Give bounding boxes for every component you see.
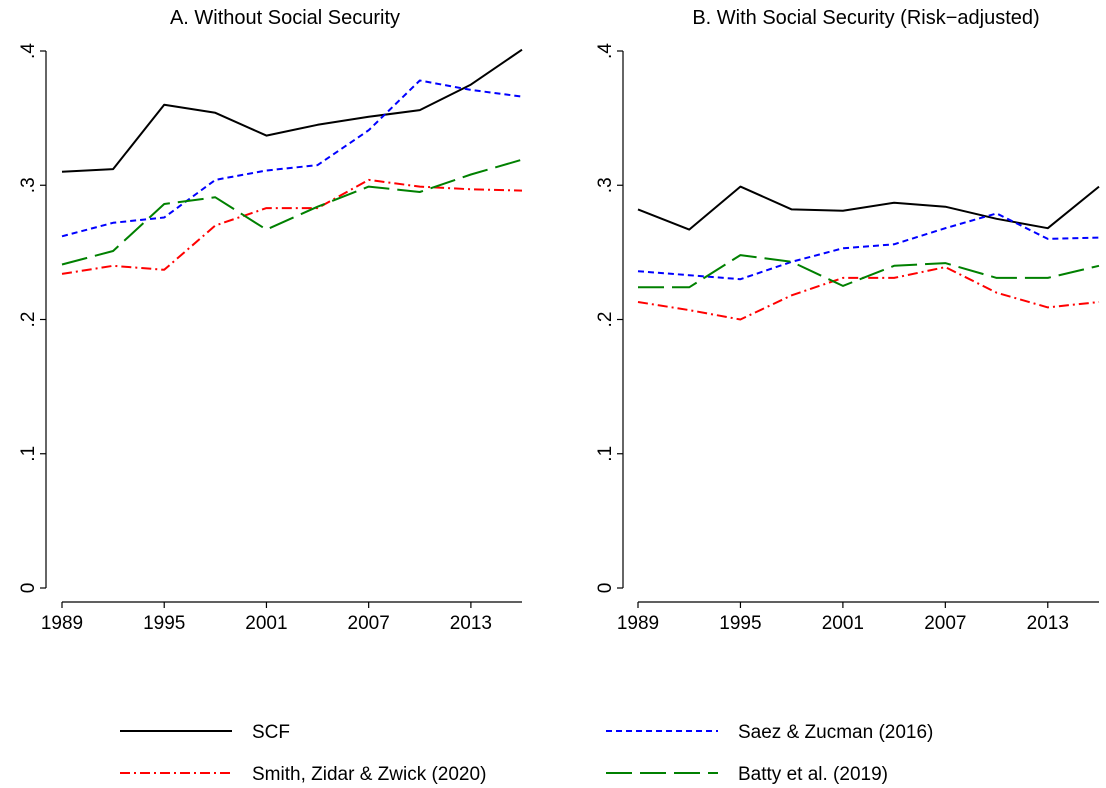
y-tick-label: .4 (18, 43, 39, 59)
legend-item-smith-zidar-zwick: Smith, Zidar & Zwick (2020) (120, 764, 486, 785)
x-tick-label: 2001 (822, 613, 864, 634)
series-line-scf (61, 48, 523, 173)
y-tick-label: 0 (18, 583, 39, 594)
y-tick-label: .2 (18, 312, 39, 328)
x-tick-label: 2007 (924, 613, 966, 634)
series-line-saez-zucman-2016 (61, 79, 523, 238)
x-tick-label: 2001 (245, 613, 287, 634)
x-tick-label: 1995 (719, 613, 761, 634)
legend-label: Saez & Zucman (2016) (738, 722, 933, 743)
x-tick-label: 1995 (143, 613, 185, 634)
legend-label: Smith, Zidar & Zwick (2020) (252, 764, 486, 785)
series-line-saez-zucman-2016 (637, 212, 1100, 281)
x-tick-label: 1989 (617, 613, 659, 634)
series-line-scf (637, 185, 1100, 231)
series-line-smith-zidar-zwick-2020 (61, 178, 523, 275)
x-tick-label: 1989 (41, 613, 83, 634)
y-tick-label: .1 (595, 446, 616, 462)
legend-label: SCF (252, 722, 290, 743)
y-tick-label: .3 (18, 177, 39, 193)
y-tick-label: .2 (595, 312, 616, 328)
x-tick-label: 2013 (450, 613, 492, 634)
legend-item-saez-zucman: Saez & Zucman (2016) (606, 722, 933, 743)
panel-a: A. Without Social Security 0 .1 .2 .3 .4 1989… (18, 7, 523, 634)
x-tick-label: 2007 (348, 613, 390, 634)
series-line-smith-zidar-zwick-2020 (637, 266, 1100, 321)
legend-item-batty: Batty et al. (2019) (606, 764, 888, 785)
y-tick-label: .4 (595, 43, 616, 59)
series-line-batty-et-al-2019 (638, 254, 1100, 289)
panel-title: B. With Social Security (Risk−adjusted) (692, 7, 1039, 29)
panel-b: B. With Social Security (Risk−adjusted) … (595, 7, 1100, 634)
y-tick-label: 0 (595, 583, 616, 594)
y-tick-label: .1 (18, 446, 39, 462)
legend-label: Batty et al. (2019) (738, 764, 888, 785)
series-line-batty-et-al-2019 (61, 158, 523, 266)
x-tick-label: 2013 (1027, 613, 1069, 634)
panel-title: A. Without Social Security (170, 7, 400, 29)
legend: SCF Saez & Zucman (2016) Smith, Zidar & … (120, 722, 933, 785)
y-tick-label: .3 (595, 177, 616, 193)
legend-item-scf: SCF (120, 722, 290, 743)
